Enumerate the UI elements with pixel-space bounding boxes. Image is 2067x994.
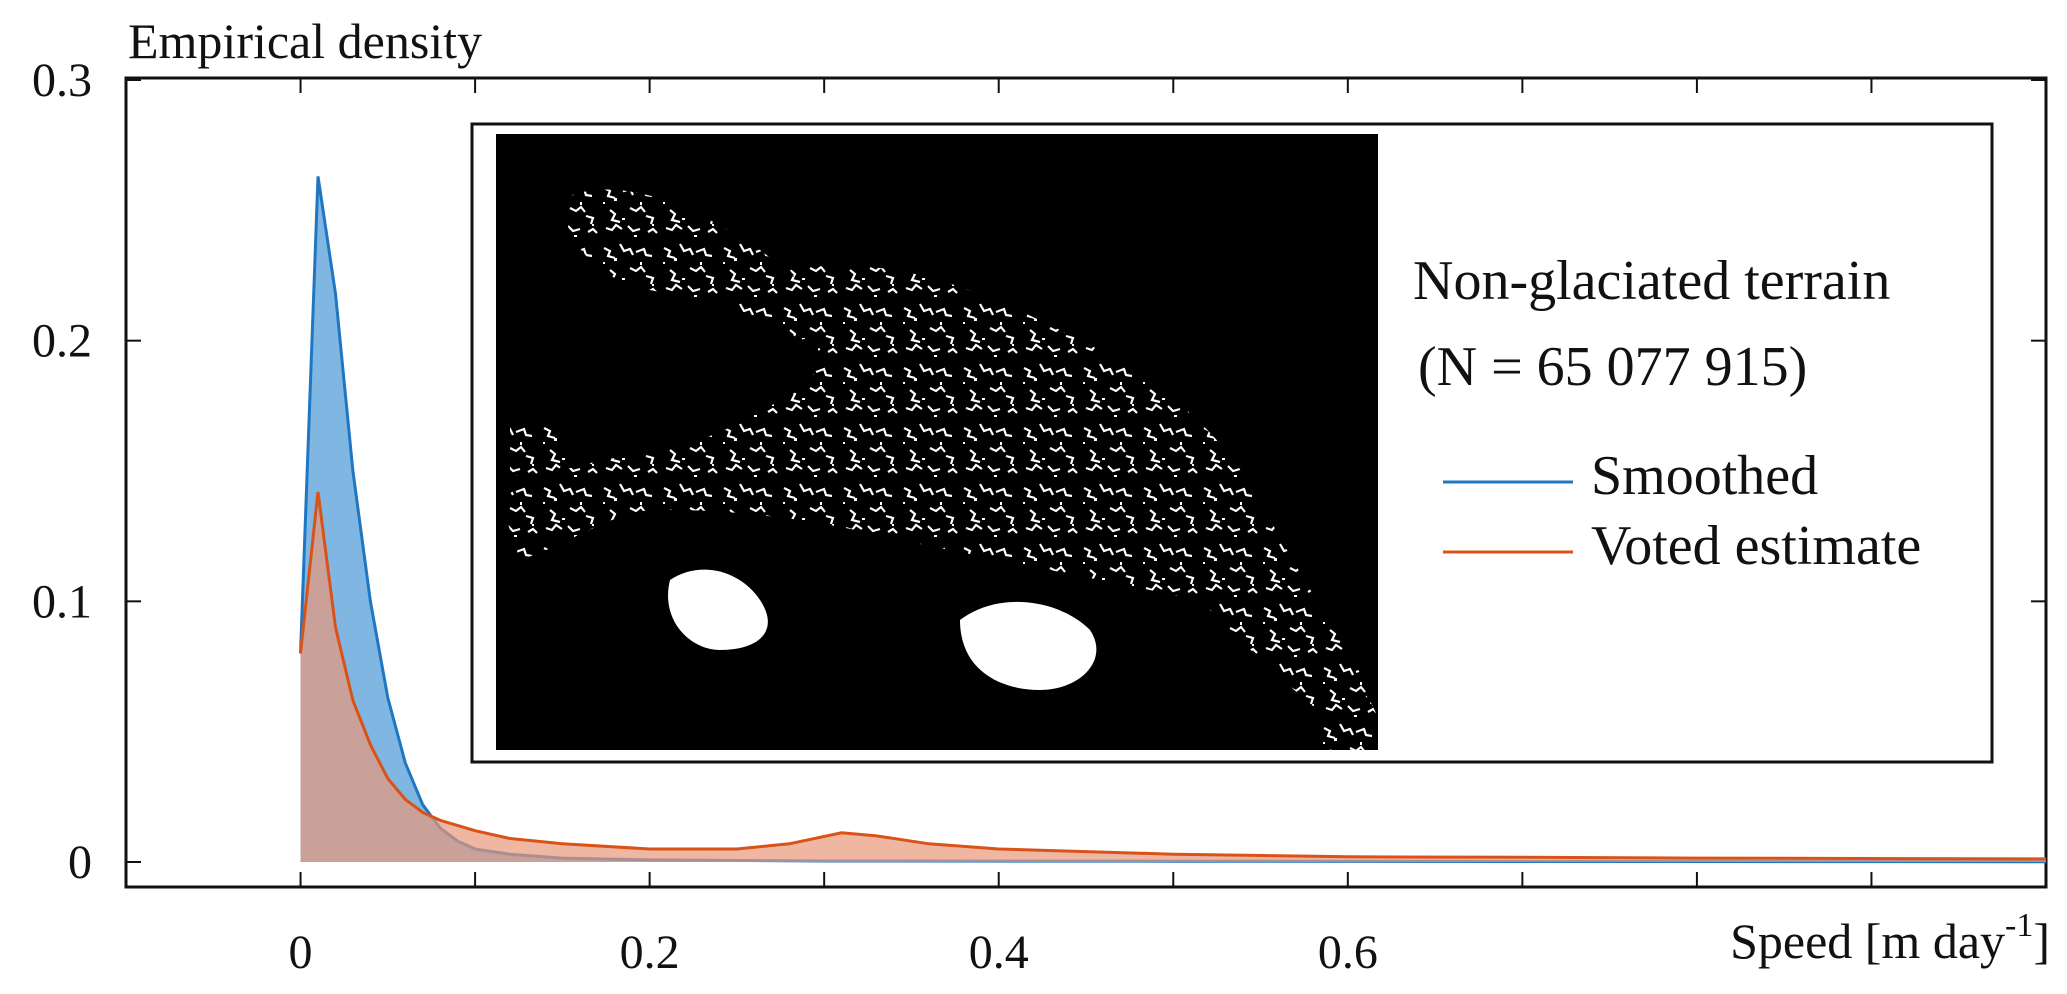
y-tick-label: 0.3 [32,54,92,107]
axes-box [124,76,2048,889]
inset-count-label: (N = 65 077 915) [1418,336,1807,398]
y-tick-label: 0.2 [32,315,92,368]
tick-marks [125,78,2047,887]
x-axis-title-close: ] [2033,913,2050,969]
inset-title: Non-glaciated terrain [1413,250,1890,312]
x-tick-label: 0.2 [620,926,680,979]
x-tick-label: 0.6 [1318,926,1378,979]
legend-label-voted: Voted estimate [1591,515,1921,577]
x-tick-label: 0.4 [969,926,1029,979]
x-axis-title: Speed [m day-1] [1730,907,2050,969]
y-axis-title: Empirical density [128,13,482,69]
x-axis-title-main: Speed [m day [1730,913,2005,969]
series-line-voted-estimate [299,491,2046,861]
terrain-map-image [496,134,1378,750]
y-tick-labels: 0 0.1 0.2 0.3 [32,54,92,889]
y-tick-label: 0 [68,836,92,889]
inset-panel: Non-glaciated terrain (N = 65 077 915) S… [470,122,1994,764]
y-tick-label: 0.1 [32,575,92,628]
series-layer [299,176,2046,864]
x-axis-title-superscript: -1 [2005,907,2033,944]
legend-label-smoothed: Smoothed [1591,445,1818,507]
x-tick-labels: 0 0.2 0.4 0.6 [289,926,1378,979]
x-tick-label: 0 [289,926,313,979]
